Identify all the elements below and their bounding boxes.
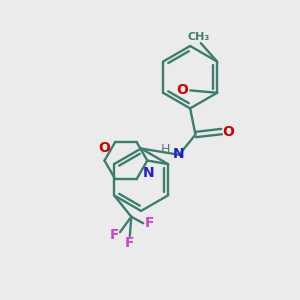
Text: N: N	[143, 167, 154, 180]
Text: CH₃: CH₃	[188, 32, 210, 42]
Text: H: H	[161, 143, 170, 156]
Text: O: O	[222, 124, 234, 139]
Text: F: F	[144, 216, 154, 230]
Text: F: F	[110, 228, 119, 242]
Text: F: F	[125, 236, 135, 250]
Text: O: O	[99, 141, 110, 155]
Text: O: O	[176, 82, 188, 97]
Text: N: N	[173, 147, 184, 161]
